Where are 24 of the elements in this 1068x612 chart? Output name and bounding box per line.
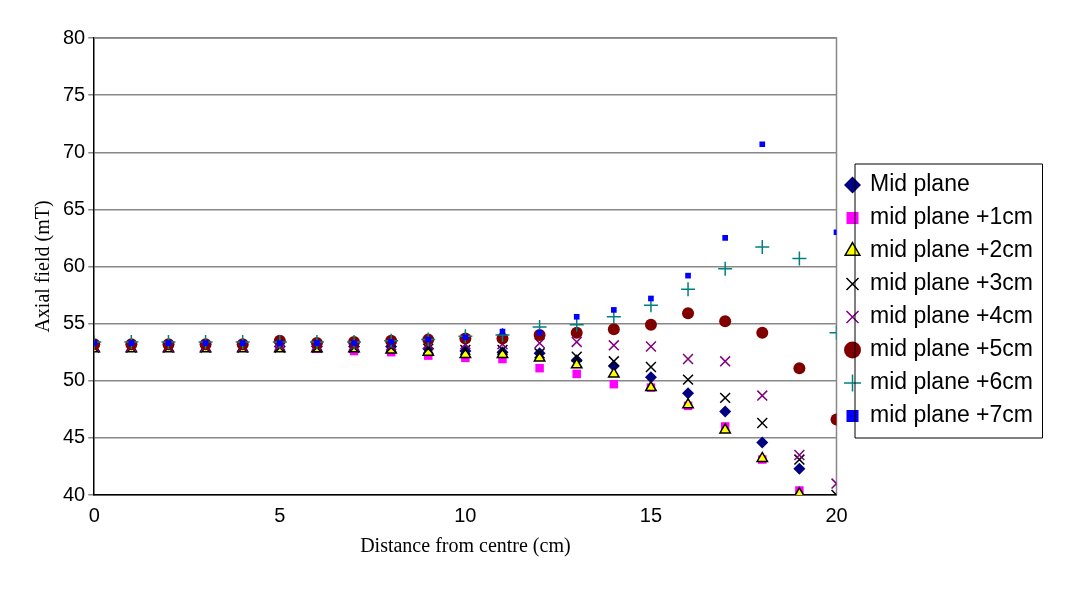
y-tick-label: 70 — [63, 139, 86, 162]
y-tick-label: 40 — [63, 482, 86, 505]
legend-label: mid plane +4cm — [870, 302, 1033, 329]
y-tick-label: 45 — [63, 425, 86, 448]
y-tick-label: 60 — [63, 254, 86, 277]
x-axis-title: Distance from centre (cm) — [360, 534, 571, 558]
legend-label: mid plane +3cm — [870, 269, 1033, 296]
y-axis-title: Axial field (mT) — [31, 200, 55, 333]
y-tick-label: 65 — [63, 196, 86, 219]
legend-label: mid plane +7cm — [870, 401, 1033, 428]
x-tick-label: 15 — [639, 503, 663, 526]
x-tick-label: 0 — [88, 503, 100, 526]
legend-label: Mid plane — [870, 170, 970, 197]
y-tick-label: 50 — [63, 368, 86, 391]
y-tick-label: 75 — [63, 82, 86, 105]
legend-label: mid plane +5cm — [870, 335, 1033, 362]
x-tick-label: 10 — [454, 503, 477, 526]
x-tick-label: 20 — [825, 503, 848, 526]
legend-label: mid plane +2cm — [870, 236, 1033, 263]
x-tick-label: 5 — [274, 503, 286, 526]
legend-label: mid plane +6cm — [870, 368, 1033, 395]
y-tick-label: 55 — [63, 311, 86, 334]
y-tick-label: 80 — [63, 25, 86, 48]
legend-label: mid plane +1cm — [870, 203, 1033, 230]
